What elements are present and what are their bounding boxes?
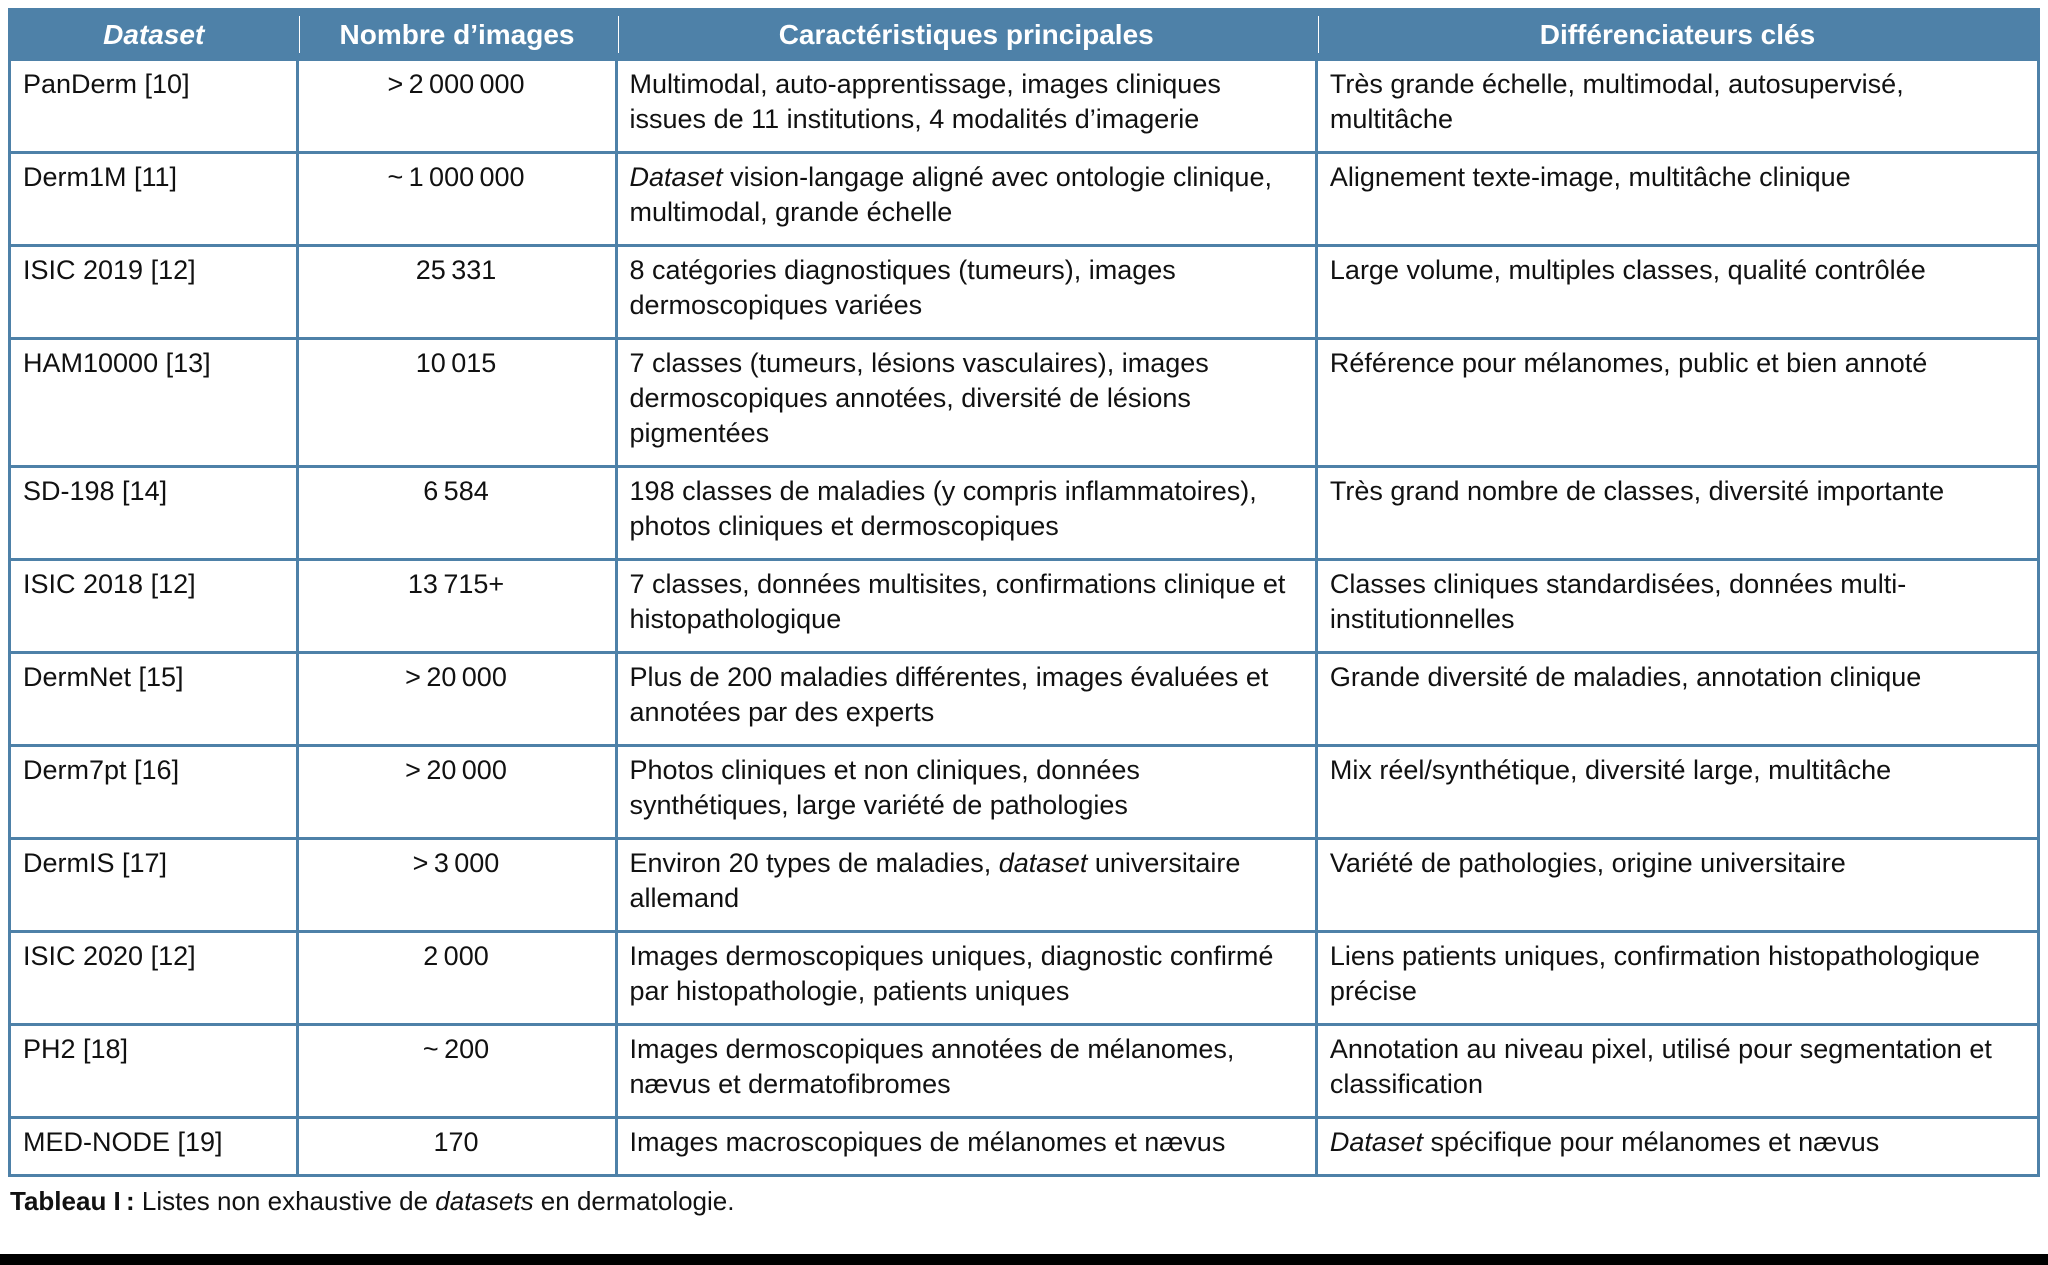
cell-dataset-name: PH2 [18] <box>7 1023 300 1119</box>
cell-key-differentiators: Classes cliniques standardisées, données… <box>1314 558 2041 654</box>
cell-image-count: > 20 000 <box>296 651 618 747</box>
cell-key-differentiators: Alignement texte-image, multitâche clini… <box>1314 151 2041 247</box>
cell-main-features: Environ 20 types de maladies, dataset un… <box>614 837 1318 933</box>
table-row: HAM10000 [13] 10 015 7 classes (tumeurs,… <box>7 337 2041 468</box>
cell-dataset-name: PanDerm [10] <box>7 58 300 154</box>
column-header-key-differentiators: Différenciateurs clés <box>1314 8 2041 61</box>
cell-image-count: > 20 000 <box>296 744 618 840</box>
cell-dataset-name: ISIC 2019 [12] <box>7 244 300 340</box>
table-row: ISIC 2018 [12] 13 715+ 7 classes, donnée… <box>7 558 2041 654</box>
table-row: DermIS [17] > 3 000 Environ 20 types de … <box>7 837 2041 933</box>
cell-image-count: 13 715+ <box>296 558 618 654</box>
table-row: SD-198 [14] 6 584 198 classes de maladie… <box>7 465 2041 561</box>
table-row: MED-NODE [19] 170 Images macroscopiques … <box>7 1116 2041 1177</box>
datasets-table: Dataset Nombre d’images Caractéristiques… <box>7 8 2041 1177</box>
cell-image-count: ~ 1 000 000 <box>296 151 618 247</box>
cell-dataset-name: Derm1M [11] <box>7 151 300 247</box>
cell-key-differentiators: Référence pour mélanomes, public et bien… <box>1314 337 2041 468</box>
cell-image-count: 10 015 <box>296 337 618 468</box>
table-row: DermNet [15] > 20 000 Plus de 200 maladi… <box>7 651 2041 747</box>
column-header-dataset: Dataset <box>7 8 300 61</box>
table-header-row: Dataset Nombre d’images Caractéristiques… <box>7 8 2041 61</box>
table-row: Derm7pt [16] > 20 000 Photos cliniques e… <box>7 744 2041 840</box>
table-row: ISIC 2020 [12] 2 000 Images dermoscopiqu… <box>7 930 2041 1026</box>
cell-image-count: ~ 200 <box>296 1023 618 1119</box>
table-row: PH2 [18] ~ 200 Images dermoscopiques ann… <box>7 1023 2041 1119</box>
cell-main-features: Images dermoscopiques uniques, diagnosti… <box>614 930 1318 1026</box>
bottom-rule <box>0 1254 2048 1265</box>
cell-main-features: 7 classes, données multisites, confirmat… <box>614 558 1318 654</box>
cell-main-features: 198 classes de maladies (y compris infla… <box>614 465 1318 561</box>
cell-image-count: 25 331 <box>296 244 618 340</box>
cell-dataset-name: MED-NODE [19] <box>7 1116 300 1177</box>
cell-main-features: Dataset vision-langage aligné avec ontol… <box>614 151 1318 247</box>
cell-key-differentiators: Variété de pathologies, origine universi… <box>1314 837 2041 933</box>
cell-key-differentiators: Dataset spécifique pour mélanomes et næv… <box>1314 1116 2041 1177</box>
column-header-image-count: Nombre d’images <box>296 8 618 61</box>
cell-dataset-name: ISIC 2018 [12] <box>7 558 300 654</box>
cell-key-differentiators: Liens patients uniques, confirmation his… <box>1314 930 2041 1026</box>
cell-key-differentiators: Très grand nombre de classes, diversité … <box>1314 465 2041 561</box>
table-row: Derm1M [11] ~ 1 000 000 Dataset vision-l… <box>7 151 2041 247</box>
cell-key-differentiators: Grande diversité de maladies, annotation… <box>1314 651 2041 747</box>
cell-main-features: 8 catégories diagnostiques (tumeurs), im… <box>614 244 1318 340</box>
cell-dataset-name: DermNet [15] <box>7 651 300 747</box>
cell-main-features: Multimodal, auto-apprentissage, images c… <box>614 58 1318 154</box>
cell-image-count: 2 000 <box>296 930 618 1026</box>
datasets-table-container: Dataset Nombre d’images Caractéristiques… <box>7 8 2041 1177</box>
table-body: PanDerm [10] > 2 000 000 Multimodal, aut… <box>7 58 2041 1177</box>
cell-dataset-name: ISIC 2020 [12] <box>7 930 300 1026</box>
cell-image-count: > 3 000 <box>296 837 618 933</box>
cell-main-features: Photos cliniques et non cliniques, donné… <box>614 744 1318 840</box>
cell-key-differentiators: Large volume, multiples classes, qualité… <box>1314 244 2041 340</box>
cell-dataset-name: Derm7pt [16] <box>7 744 300 840</box>
table-row: ISIC 2019 [12] 25 331 8 catégories diagn… <box>7 244 2041 340</box>
cell-key-differentiators: Annotation au niveau pixel, utilisé pour… <box>1314 1023 2041 1119</box>
cell-dataset-name: DermIS [17] <box>7 837 300 933</box>
cell-main-features: Images macroscopiques de mélanomes et næ… <box>614 1116 1318 1177</box>
column-header-main-features: Caractéristiques principales <box>614 8 1318 61</box>
cell-key-differentiators: Mix réel/synthétique, diversité large, m… <box>1314 744 2041 840</box>
cell-key-differentiators: Très grande échelle, multimodal, autosup… <box>1314 58 2041 154</box>
cell-image-count: 170 <box>296 1116 618 1177</box>
cell-dataset-name: SD-198 [14] <box>7 465 300 561</box>
cell-main-features: Images dermoscopiques annotées de mélano… <box>614 1023 1318 1119</box>
table-caption: Tableau I : Listes non exhaustive de dat… <box>10 1186 735 1216</box>
table-row: PanDerm [10] > 2 000 000 Multimodal, aut… <box>7 58 2041 154</box>
cell-image-count: 6 584 <box>296 465 618 561</box>
cell-main-features: 7 classes (tumeurs, lésions vasculaires)… <box>614 337 1318 468</box>
cell-main-features: Plus de 200 maladies différentes, images… <box>614 651 1318 747</box>
cell-dataset-name: HAM10000 [13] <box>7 337 300 468</box>
cell-image-count: > 2 000 000 <box>296 58 618 154</box>
